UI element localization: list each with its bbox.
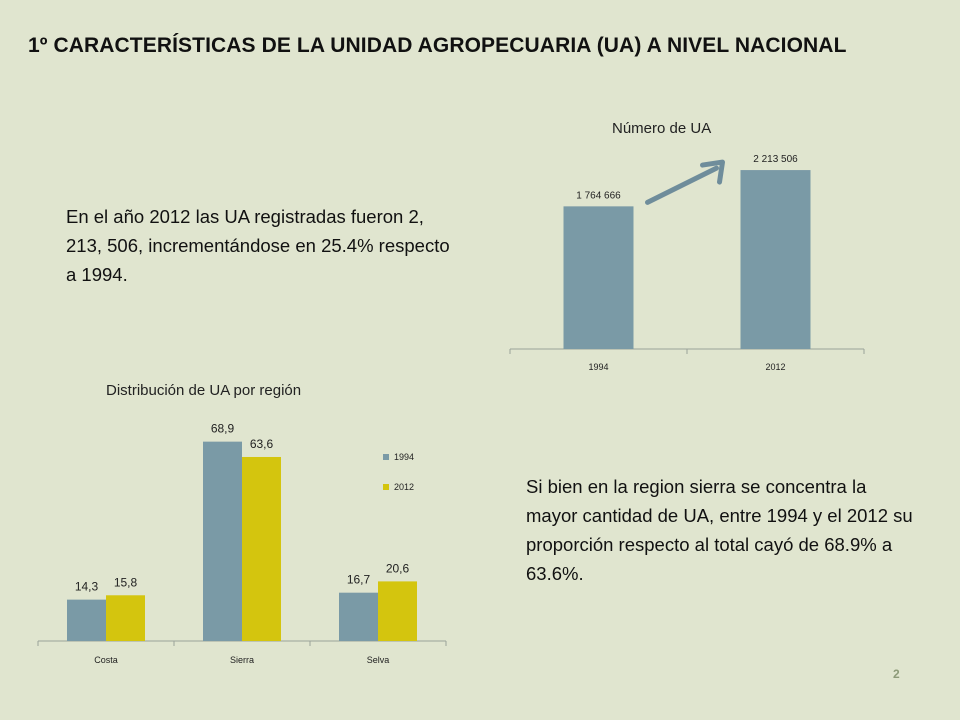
data-label-1994: 1 764 666 bbox=[576, 190, 621, 201]
data-label-sierra-2012: 63,6 bbox=[250, 437, 274, 451]
data-label-costa-2012: 15,8 bbox=[114, 575, 138, 589]
x-tick-label-costa: Costa bbox=[94, 655, 118, 665]
bar-selva-2012 bbox=[378, 581, 417, 641]
legend-swatch-1994 bbox=[383, 454, 389, 460]
bar-selva-1994 bbox=[339, 592, 378, 641]
x-tick-label-sierra: Sierra bbox=[230, 655, 254, 665]
chart-numero-ua: 1 764 666 1994 2 213 506 2012 bbox=[509, 154, 865, 372]
legend-label-1994: 1994 bbox=[394, 452, 414, 462]
data-label-selva-1994: 16,7 bbox=[347, 573, 371, 587]
data-label-costa-1994: 14,3 bbox=[75, 580, 99, 594]
legend-label-2012: 2012 bbox=[394, 482, 414, 492]
page-number: 2 bbox=[893, 667, 900, 681]
bar-sierra-2012 bbox=[242, 456, 281, 641]
data-label-selva-2012: 20,6 bbox=[386, 561, 410, 575]
summary-text-2012: En el año 2012 las UA registradas fueron… bbox=[66, 206, 450, 285]
growth-arrow-shaft bbox=[645, 165, 719, 205]
x-tick-label-1994: 1994 bbox=[588, 362, 608, 372]
bar-1994 bbox=[563, 206, 634, 349]
chart-title-numero-ua: Número de UA bbox=[612, 120, 712, 137]
chart-title-distribucion: Distribución de UA por región bbox=[106, 382, 302, 399]
x-tick-label-2012: 2012 bbox=[765, 362, 785, 372]
data-label-2012: 2 213 506 bbox=[753, 154, 798, 165]
x-tick-label-selva: Selva bbox=[367, 655, 390, 665]
bar-costa-2012 bbox=[106, 595, 145, 641]
data-label-sierra-1994: 68,9 bbox=[211, 422, 235, 436]
growth-arrow-head bbox=[700, 159, 725, 185]
slide-title: 1º CARACTERÍSTICAS DE LA UNIDAD AGROPECU… bbox=[28, 34, 847, 57]
bar-sierra-1994 bbox=[203, 441, 242, 641]
bar-costa-1994 bbox=[67, 599, 106, 641]
chart-distribucion-region: 14,3 15,8 Costa 68,9 63,6 Sierra 16,7 20,6 Selva… bbox=[37, 422, 447, 665]
legend-swatch-2012 bbox=[383, 484, 389, 490]
summary-text-sierra: Si bien en la region sierra se concentra… bbox=[526, 476, 913, 584]
bar-2012 bbox=[740, 170, 811, 349]
